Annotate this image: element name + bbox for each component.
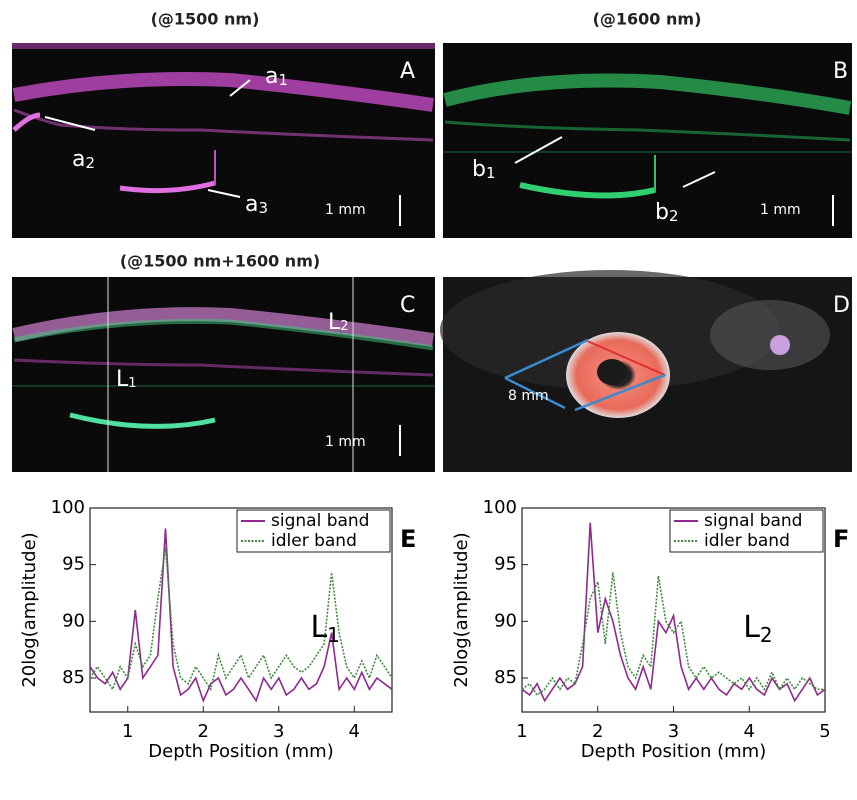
y-tick-label: 85 [62, 667, 85, 688]
panel-letter: E [400, 525, 416, 553]
label: a2 [72, 147, 95, 172]
panel-title: (@1600 nm) [593, 10, 702, 29]
x-tick-label: 3 [668, 721, 679, 742]
image-c [12, 277, 435, 472]
series-line [89, 547, 393, 692]
y-tick-label: 90 [494, 610, 517, 631]
panel-title: (@1500 nm) [151, 10, 260, 29]
label: L1 [116, 367, 137, 392]
x-tick-label: 4 [744, 721, 755, 742]
label: a1 [265, 64, 288, 89]
scale-label: 1 mm [325, 202, 366, 218]
label-text: L [116, 367, 129, 392]
label-text: L [328, 310, 341, 335]
plot-frame [89, 507, 393, 713]
label-sub: 2 [85, 154, 95, 172]
scale-label: 1 mm [325, 434, 366, 450]
label: b2 [655, 200, 679, 225]
image-b [443, 43, 852, 238]
label-sub: 1 [486, 164, 496, 182]
legend-label: signal band [704, 511, 802, 531]
annotation: L1 [310, 610, 339, 647]
label-text: a [72, 147, 85, 172]
legend-box [669, 509, 824, 553]
label-sub: 2 [669, 207, 679, 225]
panel-letter: F [833, 525, 849, 553]
x-tick-label: 2 [592, 721, 603, 742]
arrows [44, 79, 401, 226]
series-line [521, 522, 826, 703]
x-tick-label: 2 [198, 721, 209, 742]
annotation-sub: 2 [760, 623, 773, 647]
y-tick-label: 100 [483, 497, 517, 518]
y-tick-label: 90 [62, 610, 85, 631]
y-tick-label: 95 [494, 554, 517, 575]
series-line [89, 528, 393, 703]
image-a [12, 43, 435, 238]
x-axis-label: Depth Position (mm) [148, 741, 333, 762]
legend-box [236, 509, 391, 553]
annotation-sub: 1 [327, 623, 340, 647]
y-tick-label: 95 [62, 554, 85, 575]
annotation-text: L [743, 610, 760, 645]
panel-title: (@1500 nm+1600 nm) [120, 252, 320, 271]
y-tick-label: 100 [51, 497, 85, 518]
label-text: a [265, 64, 278, 89]
label-text: a [245, 192, 258, 217]
panel-letter: B [833, 59, 848, 84]
scale-label: 1 mm [760, 202, 801, 218]
x-tick-label: 4 [349, 721, 360, 742]
y-axis-label: 20log(amplitude) [19, 532, 40, 687]
legend-label: idler band [704, 531, 790, 551]
panel-letter: A [400, 59, 415, 84]
label-sub: 3 [258, 199, 268, 217]
label-text: b [655, 200, 669, 225]
label-text: b [472, 157, 486, 182]
label-sub: 2 [340, 319, 348, 334]
label: 8 mm [508, 388, 549, 404]
legend-label: signal band [271, 511, 369, 531]
annotation-text: L [310, 610, 327, 645]
x-axis-label: Depth Position (mm) [581, 741, 766, 762]
image-d [440, 270, 852, 472]
x-tick-label: 5 [819, 721, 830, 742]
panel-letter: C [400, 293, 415, 318]
x-tick-label: 1 [122, 721, 133, 742]
label-sub: 1 [128, 376, 136, 391]
label-sub: 1 [278, 71, 288, 89]
label: a3 [245, 192, 268, 217]
annotation: L2 [743, 610, 772, 647]
label: b1 [472, 157, 496, 182]
y-axis-label: 20log(amplitude) [451, 532, 472, 687]
x-tick-label: 3 [273, 721, 284, 742]
arrows [514, 136, 834, 226]
legend-label: idler band [271, 531, 357, 551]
y-tick-label: 85 [494, 667, 517, 688]
series-line [521, 572, 825, 697]
label: L2 [328, 310, 349, 335]
panel-letter: D [833, 293, 850, 318]
x-tick-label: 1 [516, 721, 527, 742]
